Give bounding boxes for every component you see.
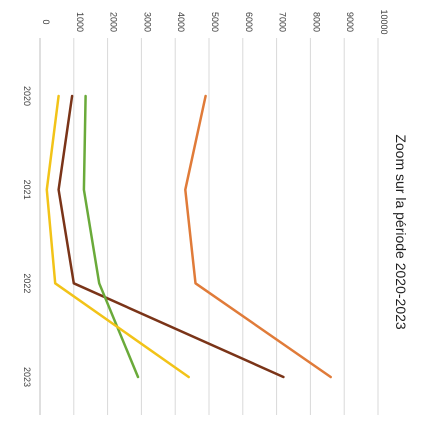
series-lines	[45, 94, 332, 379]
x-tick-labels: 2020 2021 2022 2023	[22, 86, 32, 387]
y-tick-label: 5000	[210, 12, 220, 32]
y-tick-label: 9000	[345, 12, 355, 32]
x-tick-label: 2023	[22, 367, 32, 387]
y-tick-labels: 0 1000 2000 3000 4000 5000 6000 7000 8000 9000 100…	[41, 9, 389, 34]
y-tick-label: 1000	[75, 12, 85, 32]
x-tick-label: 2022	[22, 273, 32, 293]
series-line	[82, 94, 140, 379]
y-tick-label: 3000	[142, 12, 152, 32]
y-tick-label: 8000	[311, 12, 321, 32]
series-line	[45, 94, 190, 379]
series-line	[57, 94, 285, 379]
x-tick-label: 2021	[22, 180, 32, 200]
y-tick-label: 4000	[176, 12, 186, 32]
y-tick-label: 7000	[278, 12, 288, 32]
y-tick-label: 10000	[379, 9, 389, 34]
x-tick-label: 2020	[22, 86, 32, 106]
grid-lines	[39, 38, 379, 415]
chart-title: Zoom sur la période 2020-2023	[393, 134, 409, 330]
series-line	[184, 94, 332, 379]
y-tick-label: 0	[41, 19, 51, 24]
y-tick-label: 2000	[109, 12, 119, 32]
y-tick-label: 6000	[244, 12, 254, 32]
